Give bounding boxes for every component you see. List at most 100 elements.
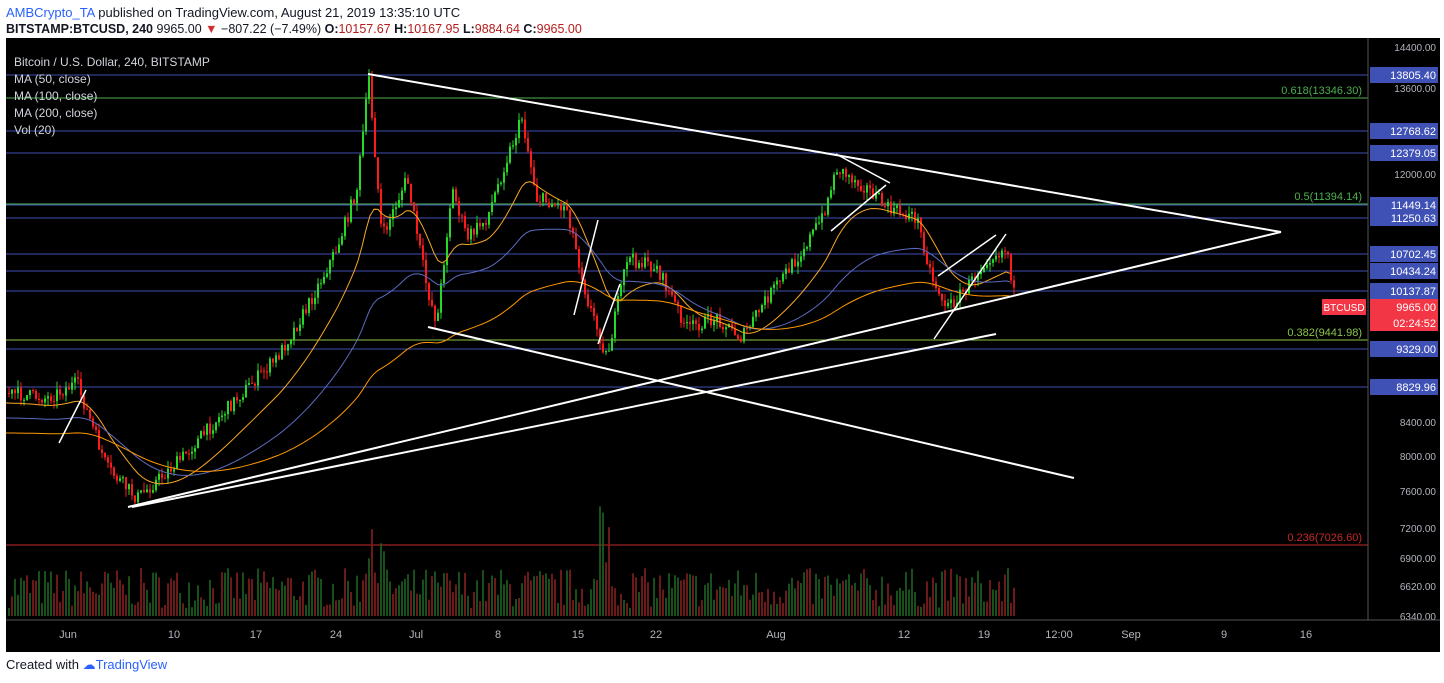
fib-label: 0.5(11394.14) bbox=[1294, 191, 1362, 203]
candle-body bbox=[8, 393, 10, 394]
volume-bar bbox=[110, 582, 112, 616]
volume-bar bbox=[449, 580, 451, 616]
candle-body bbox=[740, 338, 742, 342]
chart-pane[interactable]: 0.618(13346.30) 0.5(11394.14) 0.382(9441.9… bbox=[6, 38, 1440, 652]
level-tag-label: 13805.40 bbox=[1390, 70, 1436, 82]
volume-bar bbox=[44, 571, 46, 616]
high-label: H: bbox=[394, 22, 408, 36]
candle-body bbox=[866, 185, 868, 193]
volume-bar bbox=[476, 580, 478, 616]
volume-bar bbox=[311, 571, 313, 616]
candle-body bbox=[881, 193, 883, 207]
candle-body bbox=[365, 99, 367, 132]
created-with-text: Created with bbox=[6, 657, 79, 672]
candle-body bbox=[788, 268, 790, 273]
volume-bar bbox=[86, 581, 88, 616]
volume-bar bbox=[212, 588, 214, 616]
volume-bar bbox=[836, 578, 838, 616]
volume-bar bbox=[104, 571, 106, 616]
volume-bar bbox=[659, 575, 661, 616]
volume-bar bbox=[266, 582, 268, 616]
volume-bar bbox=[461, 594, 463, 616]
level-tag-label: 9329.00 bbox=[1396, 344, 1436, 356]
candle-body bbox=[89, 409, 91, 419]
volume-bar bbox=[494, 577, 496, 616]
volume-bar bbox=[371, 529, 373, 616]
volume-bar bbox=[455, 584, 457, 616]
legend-ma100[interactable]: MA (100, close) bbox=[14, 89, 98, 103]
volume-bar bbox=[251, 578, 253, 616]
volume-bar bbox=[728, 579, 730, 616]
volume-bar bbox=[995, 590, 997, 616]
volume-bar bbox=[383, 551, 385, 616]
candle-body bbox=[524, 119, 526, 139]
volume-bar bbox=[8, 607, 10, 616]
candle-body bbox=[374, 117, 376, 158]
candle-body bbox=[962, 289, 964, 292]
candle-body bbox=[443, 265, 445, 284]
volume-bar bbox=[323, 606, 325, 616]
volume-bar bbox=[983, 601, 985, 616]
volume-bar bbox=[113, 587, 115, 616]
candle-body bbox=[899, 205, 901, 215]
candle-body bbox=[509, 146, 511, 163]
volume-bar bbox=[320, 579, 322, 616]
candle-body bbox=[35, 390, 37, 399]
legend-ma50[interactable]: MA (50, close) bbox=[14, 72, 91, 86]
candle-body bbox=[377, 157, 379, 190]
level-tag bbox=[1370, 123, 1438, 139]
candle-body bbox=[263, 370, 265, 372]
volume-bar bbox=[614, 588, 616, 616]
volume-bar bbox=[59, 601, 61, 616]
candle-body bbox=[77, 377, 79, 379]
level-tag-label: 11449.14 bbox=[1391, 200, 1436, 212]
volume-bar bbox=[743, 585, 745, 616]
legend-ma200[interactable]: MA (200, close) bbox=[14, 106, 98, 120]
volume-bar bbox=[446, 573, 448, 616]
volume-bar bbox=[788, 583, 790, 616]
volume-bar bbox=[464, 572, 466, 616]
candle-body bbox=[446, 237, 448, 266]
candle-body bbox=[977, 274, 979, 281]
candle-body bbox=[650, 261, 652, 272]
volume-bar bbox=[677, 577, 679, 616]
tradingview-logo-icon[interactable]: ☁ bbox=[82, 657, 96, 672]
trend-line bbox=[367, 73, 1282, 233]
level-tag-label: 10137.87 bbox=[1390, 286, 1436, 298]
tradingview-link[interactable]: TradingView bbox=[95, 657, 168, 672]
candle-body bbox=[26, 395, 28, 400]
candle-body bbox=[518, 119, 520, 139]
volume-bar bbox=[398, 585, 400, 616]
candle-body bbox=[488, 211, 490, 225]
volume-bar bbox=[77, 591, 79, 616]
author-link[interactable]: AMBCrypto_TA bbox=[6, 5, 95, 20]
volume-bar bbox=[467, 595, 469, 616]
price-tick: 8000.00 bbox=[1400, 452, 1437, 463]
candle-body bbox=[911, 211, 913, 214]
candle-body bbox=[536, 184, 538, 202]
candle-body bbox=[74, 377, 76, 383]
volume-bar bbox=[569, 569, 571, 616]
candle-body bbox=[752, 316, 754, 327]
volume-bar bbox=[479, 601, 481, 616]
candle-body bbox=[656, 265, 658, 270]
time-tick: Jun bbox=[59, 629, 77, 641]
volume-bar bbox=[755, 573, 757, 616]
volume-bar bbox=[911, 568, 913, 616]
volume-bar bbox=[584, 605, 586, 616]
time-tick: 12:00 bbox=[1045, 629, 1073, 641]
volume-bar bbox=[392, 594, 394, 616]
legend-vol[interactable]: Vol (20) bbox=[14, 123, 56, 137]
volume-bar bbox=[53, 593, 55, 616]
candle-body bbox=[797, 261, 799, 267]
candle-body bbox=[848, 175, 850, 177]
volume-bar bbox=[980, 583, 982, 616]
volume-bar bbox=[923, 603, 925, 616]
candle-body bbox=[578, 249, 580, 268]
candle-body bbox=[266, 371, 268, 373]
candle-body bbox=[644, 257, 646, 268]
volume-bar bbox=[239, 598, 241, 616]
candle-body bbox=[530, 151, 532, 168]
candle-body bbox=[29, 390, 31, 396]
price-chart[interactable]: 0.618(13346.30) 0.5(11394.14) 0.382(9441.9… bbox=[6, 38, 1440, 652]
